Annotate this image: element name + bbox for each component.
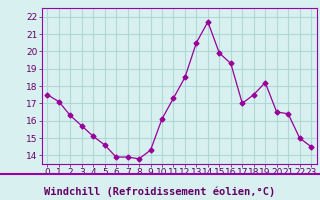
Text: Windchill (Refroidissement éolien,°C): Windchill (Refroidissement éolien,°C) — [44, 187, 276, 197]
